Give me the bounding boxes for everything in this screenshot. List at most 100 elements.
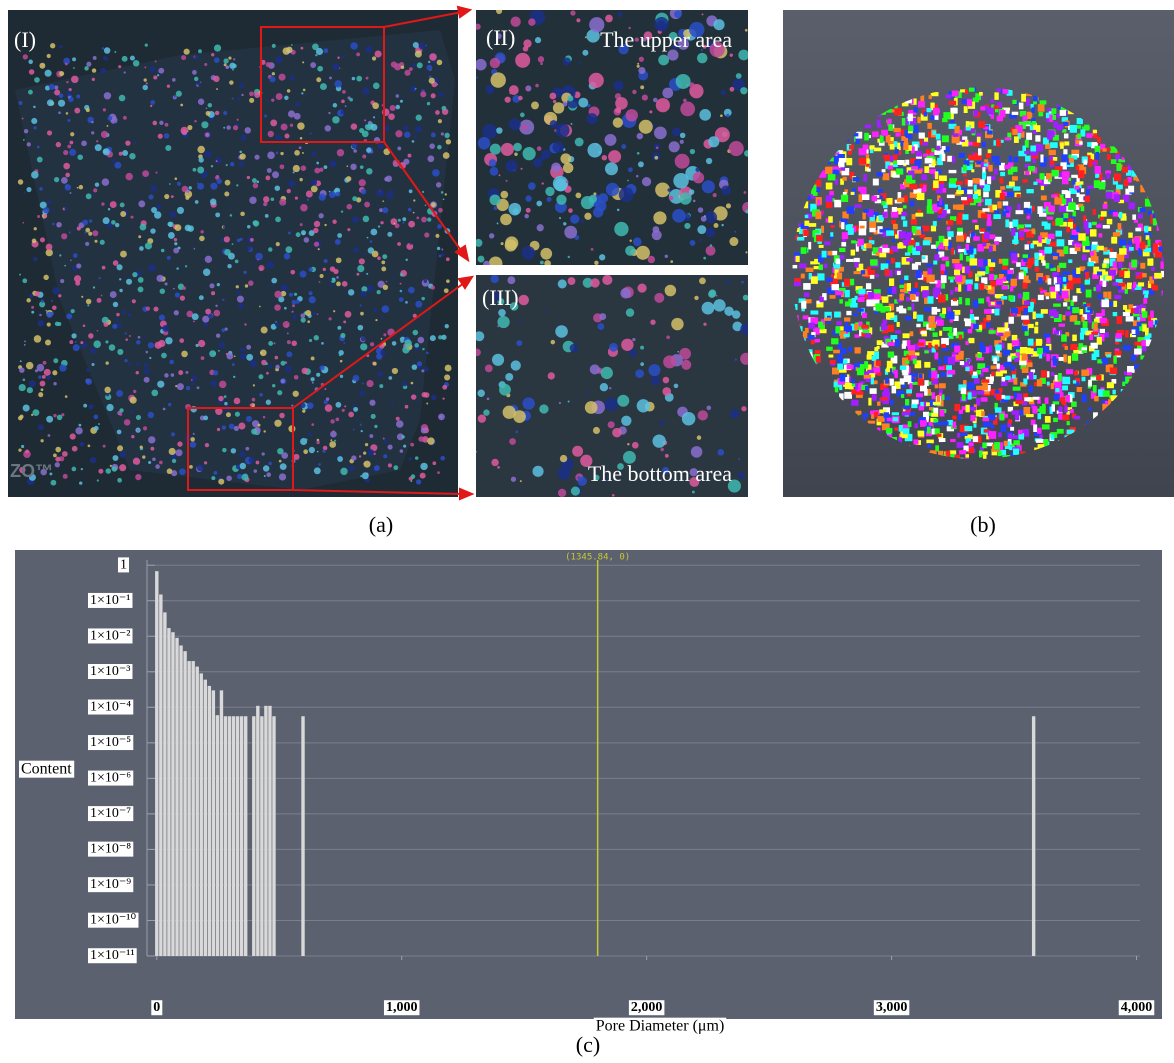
pore-pixel (1042, 424, 1050, 429)
pore (373, 116, 375, 118)
pore (249, 91, 254, 96)
pore (319, 168, 323, 172)
pore (73, 253, 78, 258)
pore (172, 459, 176, 463)
pore-pixel (1129, 202, 1136, 209)
pore (75, 427, 82, 434)
pore (413, 212, 415, 214)
pore-pixel (1079, 181, 1083, 184)
pore-pixel (962, 214, 968, 220)
pore-pixel (995, 345, 1001, 351)
pore-pixel (960, 361, 964, 365)
pore (693, 200, 696, 203)
pore (65, 184, 71, 190)
pore (360, 343, 367, 350)
pore (322, 450, 325, 453)
pore-pixel (1062, 271, 1070, 274)
pore (259, 306, 261, 308)
pore-pixel (965, 341, 968, 345)
pore-pixel (1008, 419, 1012, 423)
pore-pixel (968, 198, 973, 203)
pore (524, 214, 529, 219)
pore-pixel (986, 266, 990, 273)
pore-pixel (989, 345, 992, 352)
pore-pixel (878, 189, 883, 193)
pore-pixel (1026, 98, 1030, 106)
figure: (I) ZO™ (II) The upper area (III) The bo… (0, 0, 1174, 1063)
pore (129, 153, 135, 159)
pore (293, 171, 295, 173)
pore-pixel (804, 292, 809, 296)
pore (490, 58, 500, 68)
pore (392, 341, 397, 346)
pore-pixel (846, 311, 851, 315)
pore (92, 363, 95, 366)
pore (29, 380, 36, 387)
pore (617, 209, 620, 212)
pore (280, 152, 283, 155)
pore (252, 178, 257, 183)
pore (336, 257, 342, 263)
pore (109, 344, 116, 351)
pore (421, 369, 424, 372)
pore (20, 360, 22, 362)
pore (435, 110, 440, 115)
pore-pixel (1035, 322, 1038, 326)
pore (55, 457, 60, 462)
pore-pixel (816, 356, 821, 363)
pore (171, 432, 175, 436)
pore-pixel (1093, 385, 1097, 393)
pore-pixel (1021, 315, 1029, 319)
pore-pixel (1062, 171, 1070, 178)
pore (343, 320, 346, 323)
pore (120, 251, 127, 258)
pore (306, 191, 313, 198)
pore-pixel (961, 388, 966, 394)
pore (513, 143, 522, 152)
pore (701, 216, 707, 222)
pore (367, 285, 374, 292)
pore-pixel (1002, 89, 1008, 94)
pore-pixel (1068, 203, 1076, 210)
pore (84, 66, 88, 70)
pore (346, 165, 348, 167)
pore-pixel (1013, 186, 1020, 190)
pore (431, 202, 436, 207)
pore (218, 350, 220, 352)
pore-pixel (869, 146, 872, 150)
pore (311, 357, 315, 361)
pore (71, 76, 78, 83)
pore-pixel (1009, 317, 1014, 324)
pore (247, 246, 252, 251)
pore-pixel (1051, 372, 1054, 376)
pore-pixel (1142, 347, 1147, 352)
pore-pixel (943, 239, 948, 246)
pore (213, 76, 219, 82)
pore-pixel (999, 177, 1003, 183)
pore (237, 97, 240, 100)
pore-pixel (1022, 353, 1028, 360)
pore (130, 397, 137, 404)
pore-pixel (1113, 261, 1117, 269)
pore (247, 176, 250, 179)
pore (250, 403, 253, 406)
pore-pixel (996, 301, 1002, 305)
pore (620, 288, 631, 299)
pore (204, 461, 207, 464)
pore (412, 364, 418, 370)
pore (59, 71, 64, 76)
pore-pixel (941, 264, 946, 271)
pore (316, 373, 320, 377)
pore (205, 256, 212, 263)
pore-pixel (890, 400, 893, 406)
pore (149, 66, 155, 72)
pore-pixel (1122, 382, 1125, 386)
pore (689, 189, 695, 195)
pore (32, 409, 39, 416)
pore (499, 384, 511, 396)
pore (332, 116, 339, 123)
pore-pixel (924, 307, 931, 311)
pore (374, 425, 377, 428)
pore (70, 132, 74, 136)
pore (238, 303, 243, 308)
